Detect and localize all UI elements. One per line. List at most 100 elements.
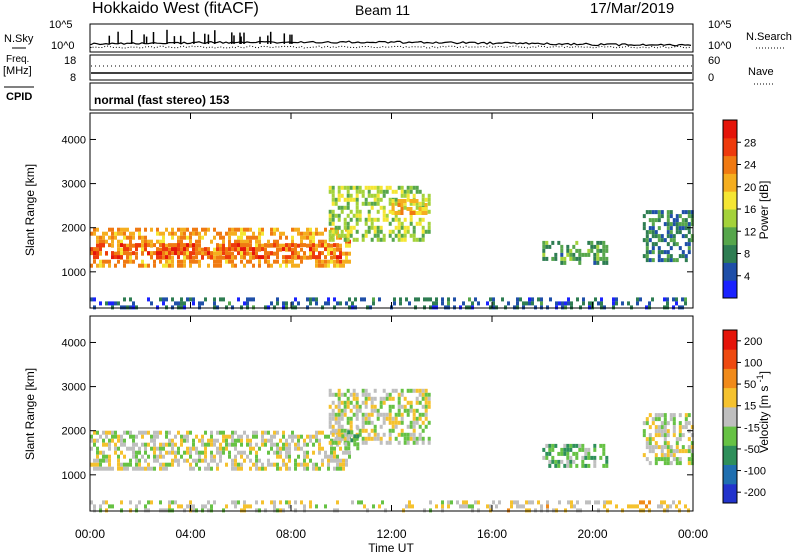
velocity-cell-4 — [654, 453, 658, 458]
velocity-cell-1 — [349, 416, 353, 421]
power-cell-1 — [237, 251, 240, 256]
velocity-cell-0 — [231, 434, 234, 439]
power-cell-0 — [129, 235, 132, 240]
velocity-cell-0 — [312, 462, 315, 467]
power-cell-0 — [147, 239, 150, 244]
velocity-cell-0 — [135, 454, 138, 459]
velocity-cell-6 — [261, 500, 264, 505]
velocity-cell-0 — [225, 446, 228, 451]
power-cell-6 — [516, 301, 519, 306]
power-cell-2 — [358, 209, 362, 214]
power-cell-4 — [563, 260, 567, 265]
power-cell-0 — [345, 259, 348, 264]
power-cell-6 — [684, 301, 687, 306]
velocity-cell-0 — [174, 458, 177, 463]
velocity-cell-1 — [412, 388, 416, 393]
power-cell-0 — [219, 255, 222, 260]
velocity-cell-4 — [678, 461, 682, 466]
velocity-cell-6 — [441, 508, 444, 513]
velocity-cell-6 — [201, 504, 204, 509]
power-cell-1 — [312, 255, 315, 260]
power-cell-2 — [400, 221, 404, 226]
velocity-cell-1 — [379, 440, 383, 445]
power-cell-6 — [105, 301, 108, 306]
velocity-cell-0 — [156, 446, 159, 451]
velocity-cell-1 — [415, 416, 419, 421]
velocity-cell-1 — [424, 424, 428, 429]
velocity-cell-0 — [321, 462, 324, 467]
power-cell-2 — [421, 233, 425, 238]
power-cell-1 — [165, 255, 168, 260]
power-cell-2 — [355, 189, 359, 194]
velocity-cell-1 — [367, 396, 371, 401]
velocity-cell-6 — [273, 500, 276, 505]
velocity-cell-5 — [516, 500, 519, 505]
velocity-cell-0 — [198, 438, 201, 443]
power-cell-6 — [405, 297, 408, 302]
power-cell-4 — [569, 248, 573, 253]
velocity-cell-1 — [349, 408, 353, 413]
velocity-cell-3 — [548, 451, 552, 456]
velocity-cell-4 — [645, 421, 649, 426]
velocity-cell-0 — [258, 466, 261, 471]
noise-left-tick-top: 10^5 — [49, 19, 73, 31]
power-cell-2 — [418, 189, 422, 194]
power-cell-0 — [282, 243, 285, 248]
power-cell-0 — [165, 259, 168, 264]
power-cell-2 — [397, 185, 401, 190]
velocity-cell-0 — [117, 438, 120, 443]
power-cell-0 — [312, 231, 315, 236]
power-cell-6 — [492, 297, 495, 302]
velocity-cell-4 — [666, 441, 670, 446]
velocity-cell-1 — [412, 428, 416, 433]
velocity-cell-1 — [409, 432, 413, 437]
power-cell-6 — [570, 301, 573, 306]
velocity-cell-1 — [352, 404, 356, 409]
velocity-cell-0 — [174, 434, 177, 439]
power-cbar-tick-label-1: 8 — [744, 249, 750, 261]
power-cell-2 — [424, 197, 428, 202]
power-cell-0 — [231, 251, 234, 256]
power-cell-1 — [180, 243, 183, 248]
power-cell-1 — [138, 243, 141, 248]
power-cell-2 — [331, 229, 335, 234]
power-cell-0 — [318, 263, 321, 268]
power-cell-0 — [102, 239, 105, 244]
velocity-cell-1 — [379, 404, 383, 409]
velocity-cell-1 — [388, 396, 392, 401]
power-cell-2 — [334, 201, 338, 206]
power-cell-1 — [186, 243, 189, 248]
velocity-cell-5 — [510, 500, 513, 505]
power-cell-2 — [331, 233, 335, 238]
velocity-cell-6 — [360, 500, 363, 505]
velocity-cell-1 — [391, 420, 395, 425]
velocity-cell-6 — [471, 508, 474, 513]
velocity-cell-1 — [385, 416, 389, 421]
velocity-cell-0 — [96, 446, 99, 451]
power-cell-6 — [120, 305, 123, 310]
power-cell-0 — [192, 231, 195, 236]
power-cell-2 — [427, 209, 431, 214]
power-cell-0 — [99, 235, 102, 240]
power-cell-6 — [597, 301, 600, 306]
velocity-cell-0 — [342, 450, 345, 455]
velocity-cell-5 — [546, 508, 549, 513]
power-cell-6 — [570, 305, 573, 310]
velocity-cell-5 — [642, 508, 645, 513]
velocity-cell-0 — [138, 462, 141, 467]
power-cell-6 — [453, 305, 456, 310]
velocity-cell-0 — [273, 430, 276, 435]
power-cell-2 — [376, 189, 380, 194]
velocity-cbar-label-text: Velocity [m s — [757, 386, 771, 453]
power-cell-0 — [270, 227, 273, 232]
velocity-cell-1 — [406, 412, 410, 417]
power-cell-0 — [96, 239, 99, 244]
power-cell-0 — [309, 251, 312, 256]
power-cell-2 — [349, 197, 353, 202]
power-cell-1 — [96, 255, 99, 260]
power-cell-0 — [177, 227, 180, 232]
power-cell-0 — [102, 263, 105, 268]
velocity-cell-1 — [367, 412, 371, 417]
velocity-cell-1 — [406, 432, 410, 437]
